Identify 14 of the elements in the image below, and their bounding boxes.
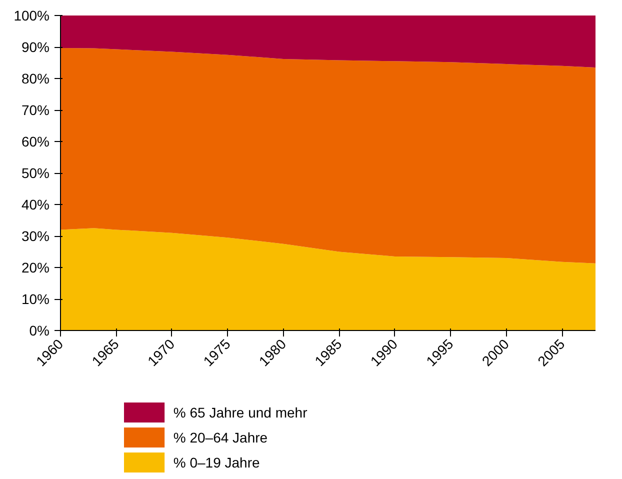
y-tick-label: 90% <box>21 39 50 55</box>
legend-label: % 0–19 Jahre <box>173 454 260 470</box>
y-tick-label: 0% <box>29 322 50 338</box>
y-tick-label: 100% <box>14 8 50 24</box>
y-tick-label: 40% <box>21 196 50 212</box>
y-tick-label: 80% <box>21 70 50 86</box>
y-tick-label: 70% <box>21 102 50 118</box>
legend-label: % 65 Jahre und mehr <box>173 404 308 420</box>
y-tick-label: 10% <box>21 291 50 307</box>
y-tick-label: 50% <box>21 165 50 181</box>
legend-label: % 20–64 Jahre <box>173 430 268 446</box>
y-tick-label: 30% <box>21 228 50 244</box>
y-tick-label: 60% <box>21 134 50 150</box>
y-tick-label: 20% <box>21 260 50 276</box>
